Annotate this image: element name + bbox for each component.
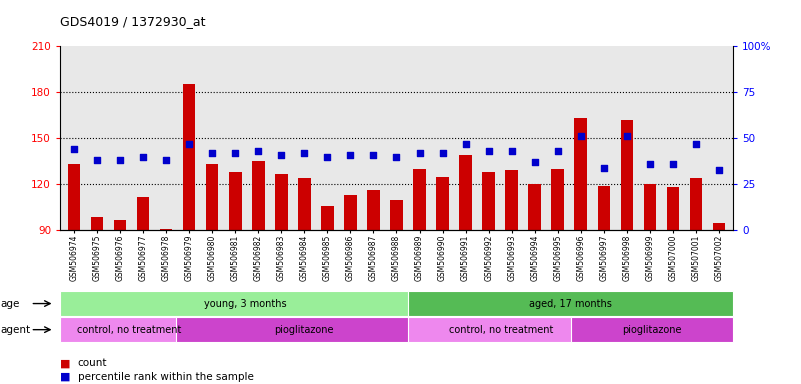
- Point: [206, 150, 219, 156]
- Bar: [390, 200, 403, 230]
- Text: control, no treatment: control, no treatment: [449, 324, 553, 335]
- Bar: [482, 172, 495, 230]
- Point: [321, 154, 334, 160]
- Bar: [159, 229, 172, 230]
- Text: control, no treatment: control, no treatment: [78, 324, 182, 335]
- Text: count: count: [78, 358, 107, 368]
- Bar: [252, 161, 264, 230]
- Point: [183, 141, 195, 147]
- Point: [621, 133, 634, 139]
- Point: [390, 154, 403, 160]
- Point: [159, 157, 172, 164]
- Bar: [713, 223, 726, 230]
- Text: ■: ■: [60, 358, 70, 368]
- Bar: [437, 177, 449, 230]
- Point: [505, 148, 518, 154]
- Bar: [644, 184, 656, 230]
- Point: [413, 150, 426, 156]
- Text: GDS4019 / 1372930_at: GDS4019 / 1372930_at: [60, 15, 206, 28]
- Point: [298, 150, 311, 156]
- Point: [137, 154, 150, 160]
- Point: [91, 157, 103, 164]
- Bar: [666, 187, 679, 230]
- Bar: [505, 170, 518, 230]
- Point: [574, 133, 587, 139]
- Point: [666, 161, 679, 167]
- Bar: [413, 169, 426, 230]
- Bar: [298, 178, 311, 230]
- Point: [529, 159, 541, 165]
- Bar: [67, 164, 80, 230]
- Point: [551, 148, 564, 154]
- Point: [643, 161, 656, 167]
- Point: [67, 146, 80, 152]
- Bar: [183, 84, 195, 230]
- Bar: [574, 118, 587, 230]
- Bar: [229, 172, 242, 230]
- Point: [275, 152, 288, 158]
- Point: [367, 152, 380, 158]
- Text: young, 3 months: young, 3 months: [204, 298, 287, 309]
- Point: [252, 148, 264, 154]
- Text: pioglitazone: pioglitazone: [274, 324, 333, 335]
- Point: [482, 148, 495, 154]
- Bar: [529, 184, 541, 230]
- Point: [459, 141, 472, 147]
- Bar: [459, 155, 472, 230]
- Bar: [690, 178, 702, 230]
- Bar: [91, 217, 103, 230]
- Point: [344, 152, 356, 158]
- Point: [713, 167, 726, 173]
- Bar: [598, 186, 610, 230]
- Text: pioglitazone: pioglitazone: [622, 324, 682, 335]
- Bar: [275, 174, 288, 230]
- Text: aged, 17 months: aged, 17 months: [529, 298, 612, 309]
- Bar: [621, 120, 634, 230]
- Text: ■: ■: [60, 372, 70, 382]
- Text: percentile rank within the sample: percentile rank within the sample: [78, 372, 254, 382]
- Bar: [321, 206, 334, 230]
- Bar: [367, 190, 380, 230]
- Bar: [206, 164, 219, 230]
- Point: [114, 157, 127, 164]
- Bar: [114, 220, 127, 230]
- Text: age: age: [1, 298, 20, 309]
- Text: agent: agent: [1, 324, 31, 335]
- Point: [437, 150, 449, 156]
- Bar: [551, 169, 564, 230]
- Bar: [137, 197, 149, 230]
- Point: [229, 150, 242, 156]
- Point: [690, 141, 702, 147]
- Point: [598, 165, 610, 171]
- Bar: [344, 195, 356, 230]
